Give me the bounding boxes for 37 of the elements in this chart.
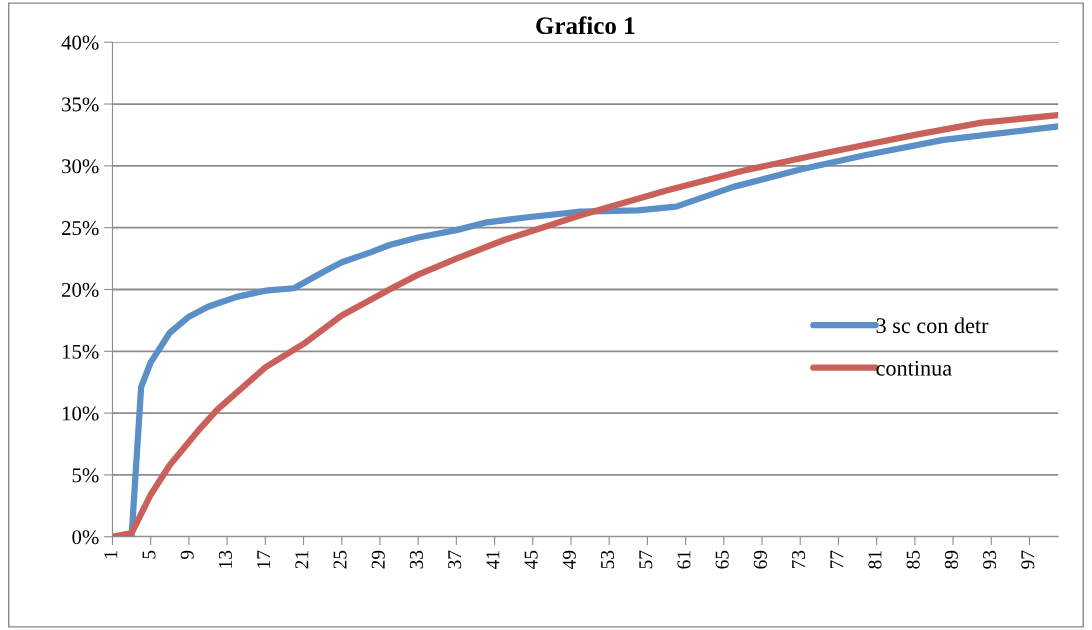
y-tick-label: 30%: [62, 159, 99, 174]
x-tick-label: 45: [524, 550, 538, 570]
x-tick-label: 17: [257, 550, 270, 568]
x-tick-label: 21: [295, 551, 309, 569]
chart-title: Grafico 1: [536, 16, 635, 35]
x-tick-label: 53: [600, 550, 615, 569]
x-tick-label: 49: [562, 550, 576, 570]
x-tick-label: 57: [639, 550, 653, 569]
x-tick-label: 97: [1021, 550, 1035, 569]
y-tick-label: 15%: [62, 344, 99, 359]
y-tick-label: 40%: [61, 35, 99, 50]
x-tick-label: 9: [180, 550, 194, 560]
x-tick-label: 69: [753, 550, 767, 569]
x-tick-label: 29: [371, 550, 385, 569]
x-tick-label: 5: [142, 550, 156, 559]
x-tick-label: 77: [830, 550, 844, 569]
x-tick-label: 81: [868, 551, 882, 569]
x-tick-label: 61: [677, 551, 691, 569]
x-tick-label: 65: [715, 550, 729, 569]
x-tick-label: 13: [218, 550, 232, 568]
x-tick-label: 89: [944, 550, 958, 569]
x-tick-label: 25: [333, 550, 347, 569]
x-tick-label: 1: [104, 551, 118, 558]
y-tick-label: 25%: [62, 221, 99, 236]
y-tick-label: 35%: [62, 97, 99, 112]
x-tick-label: 41: [486, 551, 500, 570]
x-tick-label: 37: [448, 550, 462, 569]
y-tick-label: 5%: [72, 468, 99, 483]
x-tick-label: 93: [983, 550, 997, 569]
legend-label: 3 sc con detr: [876, 317, 989, 334]
x-tick-label: 33: [409, 550, 424, 569]
x-tick-label: 85: [906, 550, 920, 569]
legend-label: continua: [876, 360, 952, 376]
y-tick-label: 20%: [62, 282, 99, 297]
y-tick-label: 0%: [72, 530, 99, 545]
y-tick-label: 10%: [62, 406, 99, 421]
x-tick-label: 73: [792, 550, 806, 569]
